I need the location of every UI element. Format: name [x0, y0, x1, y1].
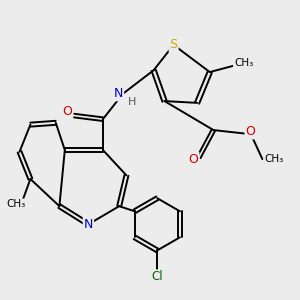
- Text: Cl: Cl: [152, 270, 163, 284]
- Text: H: H: [128, 97, 136, 107]
- Text: N: N: [84, 218, 93, 231]
- Text: CH₃: CH₃: [264, 154, 284, 164]
- Text: CH₃: CH₃: [6, 200, 26, 209]
- Text: O: O: [189, 153, 198, 166]
- Text: N: N: [114, 87, 123, 100]
- Text: CH₃: CH₃: [234, 58, 253, 68]
- Text: S: S: [169, 38, 178, 51]
- Text: O: O: [245, 125, 255, 138]
- Text: O: O: [62, 105, 72, 119]
